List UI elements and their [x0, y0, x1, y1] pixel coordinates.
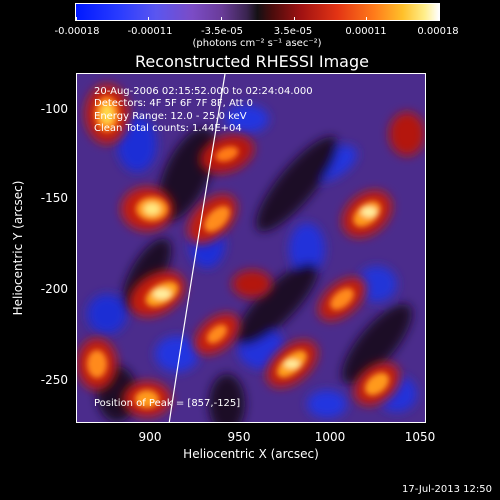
colorbar-tick-label: -0.00011 [127, 26, 173, 37]
image-title: Reconstructed RHESSI Image [135, 52, 369, 71]
y-tick-label: -250 [40, 373, 68, 387]
y-tick-label: -100 [40, 102, 68, 116]
colorbar-tick-label: -3.5e-05 [201, 26, 243, 37]
clean-counts-text: Clean Total counts: 1.44E+04 [94, 123, 242, 134]
colorbar-tick-label: 3.5e-05 [273, 26, 313, 37]
colorbar-tick-label: 0.00018 [417, 26, 459, 37]
x-tick-label: 900 [138, 430, 162, 444]
y-tick-label: -200 [40, 282, 68, 296]
colorbar-unit: (photons cm⁻² s⁻¹ asec⁻²) [192, 38, 322, 49]
colorbar-tick-label: -0.00018 [54, 26, 100, 37]
rhessi-image [76, 73, 426, 423]
detectors-text: Detectors: 4F 5F 6F 7F 8F, Att 0 [94, 98, 254, 109]
solar-limb-line [168, 74, 226, 422]
x-tick-label: 1000 [314, 430, 346, 444]
energy-range-text: Energy Range: 12.0 - 25.0 keV [94, 111, 247, 122]
y-axis-label: Heliocentric Y (arcsec) [11, 180, 25, 316]
x-tick-label: 950 [227, 430, 251, 444]
y-tick-label: -150 [40, 191, 68, 205]
colorbar [75, 3, 440, 21]
x-tick-label: 1050 [404, 430, 436, 444]
time-range-text: 20-Aug-2006 02:15:52.000 to 02:24:04.000 [94, 86, 313, 97]
x-axis-label: Heliocentric X (arcsec) [183, 447, 319, 461]
timestamp: 17-Jul-2013 12:50 [401, 484, 492, 495]
colorbar-tick-label: 0.00011 [345, 26, 387, 37]
peak-position-text: Position of Peak = [857,-125] [94, 398, 241, 409]
